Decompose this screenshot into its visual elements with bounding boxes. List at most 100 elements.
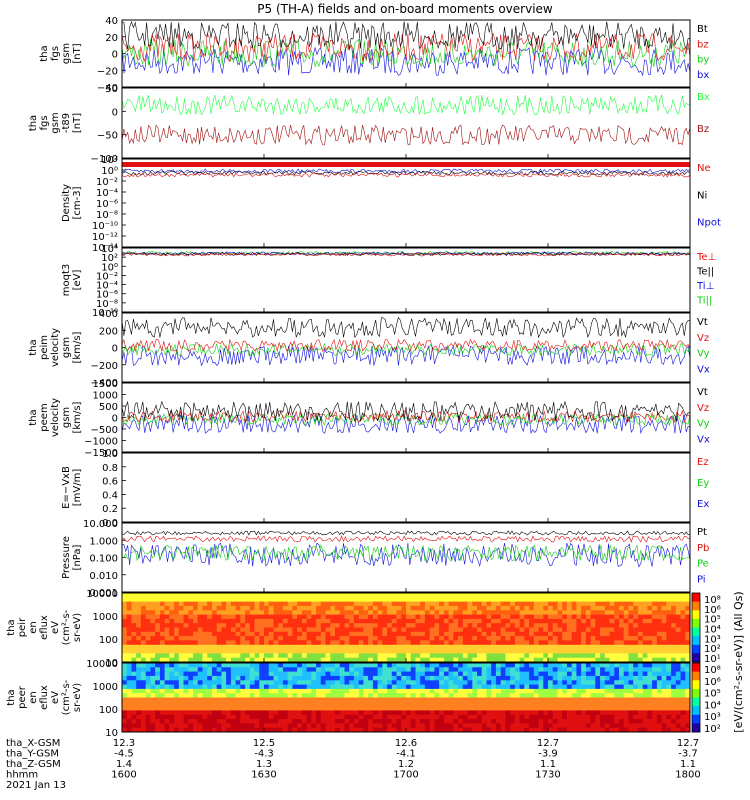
- heatmap-cell: [316, 623, 322, 628]
- heatmap-cell: [401, 605, 407, 611]
- heatmap-cell: [174, 684, 180, 690]
- heatmap-cell: [240, 675, 246, 681]
- heatmap-cell: [633, 636, 639, 641]
- heatmap-cell: [585, 623, 592, 628]
- heatmap-cell: [188, 631, 194, 637]
- heatmap-cell: [221, 597, 227, 603]
- heatmap-cell: [226, 614, 232, 620]
- heatmap-cell: [505, 714, 511, 720]
- heatmap-cell: [126, 663, 132, 668]
- heatmap-cell: [349, 697, 355, 703]
- heatmap-cell: [495, 671, 502, 677]
- colorbar-segment: [692, 653, 700, 656]
- heatmap-cell: [571, 653, 577, 659]
- heatmap-cell: [363, 714, 369, 720]
- heatmap-cell: [481, 710, 487, 716]
- heatmap-cell: [519, 697, 525, 703]
- heatmap-cell: [391, 657, 397, 663]
- heatmap-cell: [543, 597, 549, 603]
- heatmap-cell: [150, 610, 156, 616]
- heatmap-cell: [306, 693, 312, 698]
- heatmap-cell: [391, 618, 397, 624]
- heatmap-cell: [344, 601, 350, 607]
- y-tick-label: 10⁻²: [96, 271, 118, 282]
- heatmap-cell: [349, 631, 355, 637]
- heatmap-cell: [510, 684, 516, 690]
- heatmap-cell: [448, 636, 454, 641]
- heatmap-cell: [519, 593, 525, 598]
- heatmap-cell: [614, 693, 620, 698]
- heatmap-cell: [145, 618, 151, 624]
- heatmap-cell: [188, 653, 194, 659]
- heatmap-cell: [619, 684, 625, 690]
- heatmap-cell: [325, 653, 331, 659]
- heatmap-cell: [529, 680, 535, 686]
- heatmap-cell: [671, 667, 677, 673]
- heatmap-cell: [529, 653, 535, 659]
- heatmap-cell: [273, 610, 279, 616]
- colorbar-segment: [692, 682, 700, 685]
- heatmap-cell: [320, 693, 326, 698]
- heatmap-cell: [637, 614, 644, 620]
- heatmap-cell: [656, 675, 663, 681]
- heatmap-cell: [595, 667, 601, 673]
- heatmap-cell: [297, 610, 303, 616]
- heatmap-cell: [311, 593, 317, 598]
- heatmap-cell: [415, 727, 421, 733]
- heatmap-cell: [353, 614, 360, 620]
- heatmap-cell: [349, 601, 355, 607]
- heatmap-cell: [462, 714, 468, 720]
- heatmap-cell: [467, 636, 473, 641]
- heatmap-cell: [278, 597, 284, 603]
- heatmap-cell: [297, 597, 303, 603]
- heatmap-cell: [548, 706, 554, 711]
- heatmap-cell: [211, 601, 218, 607]
- heatmap-cell: [628, 714, 634, 720]
- heatmap-cell: [273, 727, 279, 733]
- heatmap-cell: [136, 653, 142, 659]
- heatmap-cell: [136, 614, 142, 620]
- heatmap-cell: [439, 614, 445, 620]
- heatmap-cell: [637, 663, 644, 668]
- heatmap-cell: [382, 697, 388, 703]
- heatmap-cell: [533, 688, 539, 694]
- heatmap-cell: [245, 627, 251, 633]
- heatmap-cell: [226, 640, 232, 646]
- heatmap-cell: [581, 640, 587, 646]
- heatmap-cell: [424, 714, 431, 720]
- heatmap-cell: [207, 657, 213, 663]
- heatmap-cell: [477, 623, 483, 628]
- heatmap-cell: [335, 723, 341, 729]
- heatmap-cell: [652, 706, 658, 711]
- heatmap-cell: [519, 719, 525, 724]
- heatmap-cell: [159, 636, 166, 641]
- heatmap-cell: [268, 631, 274, 637]
- heatmap-cell: [131, 714, 137, 720]
- heatmap-cell: [666, 693, 672, 698]
- heatmap-cell: [230, 644, 237, 650]
- heatmap-cell: [647, 614, 653, 620]
- heatmap-cell: [566, 597, 573, 603]
- heatmap-cell: [514, 727, 521, 733]
- heatmap-cell: [136, 593, 142, 598]
- heatmap-cell: [443, 610, 450, 616]
- heatmap-cell: [183, 601, 189, 607]
- heatmap-cell: [401, 640, 407, 646]
- heatmap-cell: [349, 710, 355, 716]
- heatmap-cell: [585, 710, 592, 716]
- heatmap-cell: [164, 623, 170, 628]
- heatmap-cell: [529, 719, 535, 724]
- heatmap-cell: [221, 684, 227, 690]
- heatmap-cell: [453, 684, 459, 690]
- heatmap-cell: [193, 605, 199, 611]
- heatmap-cell: [207, 671, 213, 677]
- heatmap-cell: [543, 610, 549, 616]
- heatmap-cell: [358, 710, 364, 716]
- heatmap-cell: [420, 644, 426, 650]
- heatmap-cell: [164, 640, 170, 646]
- heatmap-cell: [226, 601, 232, 607]
- heatmap-cell: [353, 653, 360, 659]
- heatmap-cell: [193, 640, 199, 646]
- heatmap-cell: [467, 649, 473, 654]
- heatmap-cell: [519, 675, 525, 681]
